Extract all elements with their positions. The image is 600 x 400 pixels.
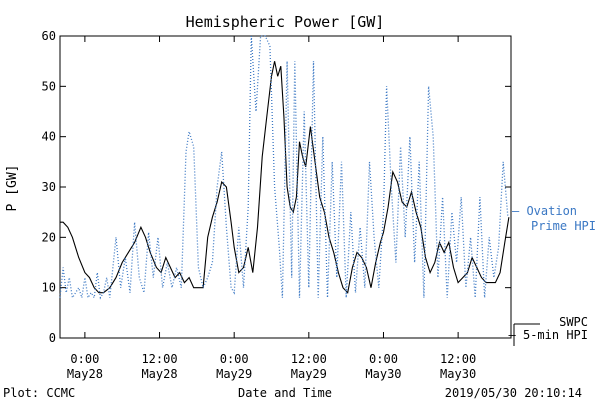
series-line-swpc-5min-hpi: [60, 61, 510, 294]
plot-credit: Plot: CCMC: [3, 386, 75, 400]
x-tick-label-date: May30: [440, 367, 476, 381]
x-tick-label-time: 0:00: [70, 352, 99, 366]
y-tick-label: 40: [42, 130, 56, 144]
y-tick-label: 50: [42, 79, 56, 93]
chart-title: Hemispheric Power [GW]: [186, 13, 385, 31]
plot-frame: [59, 35, 512, 339]
legend-swpc-label-line2: — 5-min HPI: [509, 328, 588, 342]
y-tick-label: 60: [42, 29, 56, 43]
x-tick-label-time: 0:00: [220, 352, 249, 366]
y-tick-label: 0: [49, 331, 56, 345]
x-tick-label-time: 12:00: [141, 352, 177, 366]
y-axis-title: P [GW]: [5, 165, 20, 212]
legend-ovation-label-line1: – Ovation: [512, 204, 577, 218]
x-tick-label-date: May28: [141, 367, 177, 381]
x-tick-label-time: 0:00: [369, 352, 398, 366]
x-tick-label-date: May28: [67, 367, 103, 381]
x-tick-label-date: May29: [291, 367, 327, 381]
x-axis-label: Date and Time: [238, 386, 332, 400]
y-axis-label: P [GW]: [5, 165, 20, 212]
x-tick-label-time: 12:00: [291, 352, 327, 366]
timestamp: 2019/05/30 20:10:14: [445, 386, 582, 400]
y-tick-label: 10: [42, 281, 56, 295]
series-line-ovation-prime-hpi: [59, 35, 509, 300]
x-tick-label-time: 12:00: [440, 352, 476, 366]
x-tick-label-date: May29: [216, 367, 252, 381]
plot-area: 01020304050600:00May2812:00May280:00May2…: [42, 29, 596, 381]
x-tick-label-date: May30: [365, 367, 401, 381]
y-tick-label: 20: [42, 230, 56, 244]
legend-ovation-label-line2: Prime HPI: [531, 219, 596, 233]
y-tick-label: 30: [42, 180, 56, 194]
legend-swpc-label-line1: SWPC: [559, 315, 588, 329]
